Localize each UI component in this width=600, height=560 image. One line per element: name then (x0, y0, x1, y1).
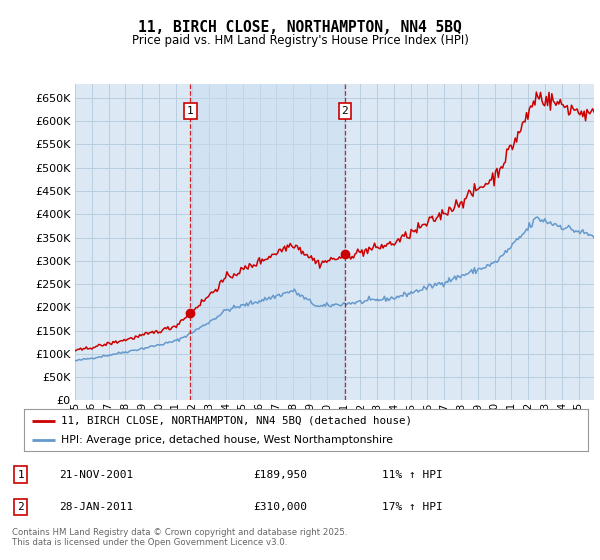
Text: 11, BIRCH CLOSE, NORTHAMPTON, NN4 5BQ (detached house): 11, BIRCH CLOSE, NORTHAMPTON, NN4 5BQ (d… (61, 416, 412, 426)
Bar (190, 84, 345, 400)
Text: £310,000: £310,000 (253, 502, 307, 512)
Text: 21-NOV-2001: 21-NOV-2001 (59, 470, 133, 479)
Text: HPI: Average price, detached house, West Northamptonshire: HPI: Average price, detached house, West… (61, 435, 392, 445)
Text: 11% ↑ HPI: 11% ↑ HPI (382, 470, 443, 479)
Text: 1: 1 (187, 106, 194, 116)
Text: Contains HM Land Registry data © Crown copyright and database right 2025.
This d: Contains HM Land Registry data © Crown c… (12, 528, 347, 547)
Text: 28-JAN-2011: 28-JAN-2011 (59, 502, 133, 512)
Text: Price paid vs. HM Land Registry's House Price Index (HPI): Price paid vs. HM Land Registry's House … (131, 34, 469, 46)
Text: 1: 1 (17, 470, 24, 479)
Text: 17% ↑ HPI: 17% ↑ HPI (382, 502, 443, 512)
Text: 11, BIRCH CLOSE, NORTHAMPTON, NN4 5BQ: 11, BIRCH CLOSE, NORTHAMPTON, NN4 5BQ (138, 20, 462, 35)
Text: £189,950: £189,950 (253, 470, 307, 479)
Text: 2: 2 (341, 106, 348, 116)
Text: 2: 2 (17, 502, 24, 512)
